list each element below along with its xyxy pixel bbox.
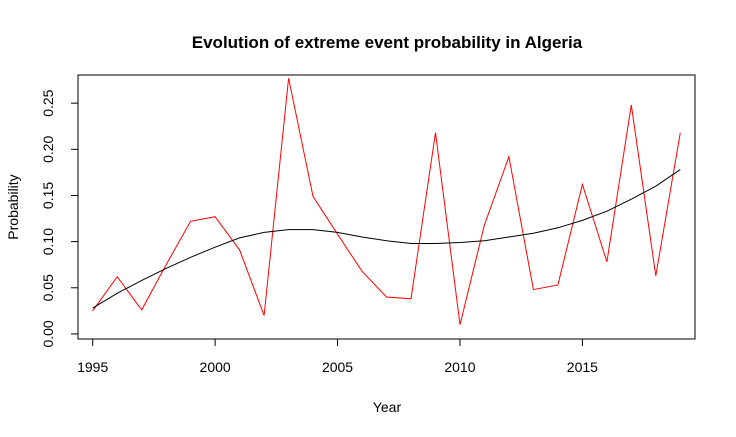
series-line-1 — [92, 78, 681, 325]
series-line-2 — [92, 169, 681, 309]
x-tick-label: 2010 — [444, 359, 475, 375]
y-tick-label: 0.15 — [40, 182, 56, 209]
y-tick-label: 0.00 — [40, 320, 56, 347]
plot-frame — [77, 74, 696, 340]
y-axis: 0.00 0.05 0.10 0.15 0.20 0.25 — [40, 89, 79, 348]
x-tick-label: 2005 — [322, 359, 353, 375]
y-axis-label: Probability — [5, 174, 21, 239]
y-tick-label: 0.20 — [40, 135, 56, 162]
x-tick-label: 1995 — [77, 359, 108, 375]
series-layer — [92, 78, 681, 325]
y-tick-label: 0.10 — [40, 228, 56, 255]
x-axis-label: Year — [373, 399, 402, 415]
chart-title: Evolution of extreme event probability i… — [192, 33, 583, 52]
y-tick-label: 0.05 — [40, 274, 56, 301]
x-tick-label: 2015 — [567, 359, 598, 375]
y-tick-label: 0.25 — [40, 89, 56, 116]
x-axis: 1995 2000 2005 2010 2015 — [77, 338, 598, 375]
x-tick-label: 2000 — [200, 359, 231, 375]
